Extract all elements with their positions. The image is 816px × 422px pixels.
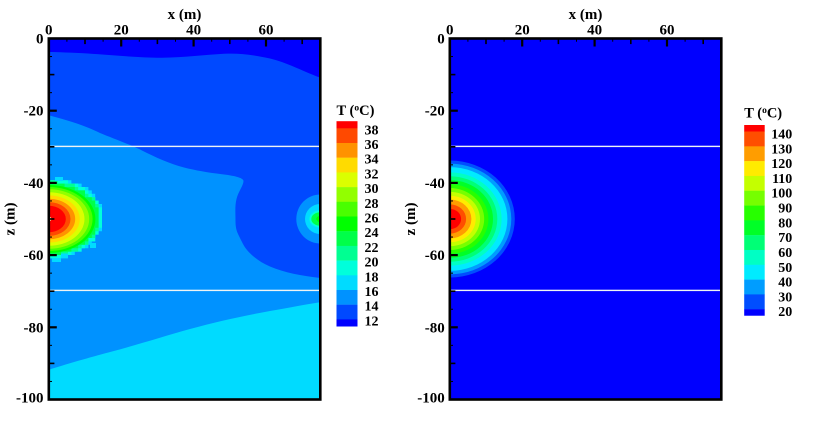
svg-text:20: 20 <box>778 305 792 320</box>
svg-text:36: 36 <box>365 138 379 153</box>
svg-text:-80: -80 <box>425 320 445 336</box>
svg-text:-80: -80 <box>24 320 44 336</box>
svg-text:-40: -40 <box>425 176 445 192</box>
svg-text:-20: -20 <box>425 104 445 120</box>
svg-text:100: 100 <box>771 187 792 202</box>
svg-text:60: 60 <box>778 246 792 261</box>
svg-text:80: 80 <box>778 216 792 231</box>
svg-text:0: 0 <box>45 23 53 39</box>
svg-text:20: 20 <box>114 23 129 39</box>
svg-text:-60: -60 <box>24 248 44 264</box>
svg-text:40: 40 <box>186 23 201 39</box>
svg-text:60: 60 <box>259 23 274 39</box>
svg-text:z (m): z (m) <box>3 203 19 236</box>
svg-text:70: 70 <box>778 231 792 246</box>
svg-text:12: 12 <box>365 314 379 329</box>
svg-text:-100: -100 <box>16 391 44 407</box>
svg-text:20: 20 <box>365 256 379 271</box>
svg-text:0: 0 <box>36 32 44 48</box>
svg-text:24: 24 <box>365 226 379 241</box>
svg-text:T (oC): T (oC) <box>337 103 375 119</box>
svg-text:22: 22 <box>365 241 379 256</box>
svg-text:-100: -100 <box>417 391 445 407</box>
svg-text:18: 18 <box>365 270 379 285</box>
svg-text:40: 40 <box>778 276 792 291</box>
svg-text:34: 34 <box>365 153 379 168</box>
svg-text:30: 30 <box>365 182 379 197</box>
svg-text:60: 60 <box>660 23 675 39</box>
svg-text:0: 0 <box>437 32 445 48</box>
svg-text:90: 90 <box>778 202 792 217</box>
svg-text:x (m): x (m) <box>168 7 202 23</box>
svg-text:-20: -20 <box>24 104 44 120</box>
svg-text:120: 120 <box>771 157 792 172</box>
svg-text:110: 110 <box>772 172 792 187</box>
svg-text:20: 20 <box>515 23 530 39</box>
svg-text:0: 0 <box>446 23 454 39</box>
svg-text:40: 40 <box>587 23 602 39</box>
svg-text:26: 26 <box>365 212 379 227</box>
svg-text:x (m): x (m) <box>569 7 603 23</box>
svg-text:32: 32 <box>365 167 379 182</box>
svg-text:-40: -40 <box>24 176 44 192</box>
svg-text:140: 140 <box>771 128 792 143</box>
svg-text:14: 14 <box>365 300 379 315</box>
svg-text:130: 130 <box>771 142 792 157</box>
svg-text:z (m): z (m) <box>403 203 419 236</box>
svg-text:38: 38 <box>365 123 379 138</box>
svg-text:16: 16 <box>365 285 379 300</box>
svg-text:28: 28 <box>365 197 379 212</box>
svg-text:50: 50 <box>778 261 792 276</box>
svg-text:-60: -60 <box>425 248 445 264</box>
svg-text:30: 30 <box>778 290 792 305</box>
svg-text:T (oC): T (oC) <box>744 106 782 122</box>
